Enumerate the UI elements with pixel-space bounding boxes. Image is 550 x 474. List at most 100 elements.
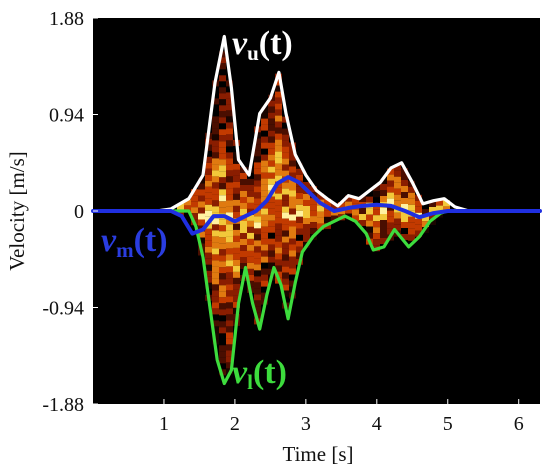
heatmap-cell: [247, 268, 254, 275]
heatmap-cell: [254, 174, 261, 181]
heatmap-cell: [233, 241, 240, 248]
heatmap-cell: [219, 51, 226, 58]
heatmap-cell: [212, 218, 219, 225]
heatmap-cell: [275, 247, 282, 254]
heatmap-cell: [261, 184, 268, 191]
heatmap-cell: [205, 168, 212, 175]
series-line-vm: [91, 175, 542, 236]
heatmap-cell: [226, 212, 233, 219]
heatmap-cell: [275, 103, 282, 110]
heatmap-cell: [219, 321, 226, 328]
heatmap-cell: [282, 224, 289, 231]
heatmap-cell: [261, 136, 268, 143]
heatmap-cell: [226, 278, 233, 285]
heatmap-cell: [261, 274, 268, 281]
heatmap-cell: [303, 236, 310, 242]
heatmap-cell: [275, 115, 282, 122]
heatmap-cell: [401, 234, 408, 240]
heatmap-cell: [289, 166, 296, 173]
heatmap-cell: [212, 242, 219, 249]
heatmap-cell: [226, 98, 233, 105]
heatmap-cell: [205, 204, 212, 211]
heatmap-cell: [254, 264, 261, 271]
heatmap-cell: [212, 194, 219, 201]
heatmap-cell: [205, 222, 212, 229]
heatmap-cell: [212, 224, 219, 231]
heatmap-cell: [268, 136, 275, 143]
heatmap-cell: [422, 209, 429, 216]
heatmap-cell: [247, 250, 254, 257]
heatmap-cell: [268, 130, 275, 137]
heatmap-cell: [219, 225, 226, 232]
heatmap-cell: [366, 196, 373, 203]
heatmap-cell: [226, 110, 233, 117]
heatmap-cell: [212, 128, 219, 135]
heatmap-cell: [261, 232, 268, 239]
heatmap-cell: [268, 202, 275, 209]
heatmap-cell: [261, 250, 268, 257]
heatmap-cell: [282, 290, 289, 297]
heatmap-cell: [254, 156, 261, 163]
heatmap-cell: [219, 285, 226, 292]
heatmap-cell: [275, 211, 282, 218]
heatmap-cell: [289, 268, 296, 275]
heatmap-cell: [226, 308, 233, 315]
heatmap-cell: [408, 222, 415, 229]
heatmap-cell: [401, 192, 408, 198]
heatmap-cell: [219, 189, 226, 196]
heatmap-cell: [184, 199, 191, 206]
heatmap-cell: [373, 191, 380, 198]
heatmap-cell: [247, 238, 254, 245]
heatmap-cell: [380, 196, 387, 202]
heatmap-cell: [254, 162, 261, 169]
heatmap-cell: [240, 245, 247, 251]
heatmap-cell: [226, 170, 233, 177]
heatmap-cell: [268, 244, 275, 251]
heatmap-cell: [352, 197, 359, 204]
heatmap-cell: [219, 273, 226, 280]
heatmap-cell: [226, 350, 233, 357]
heatmap-cell: [275, 91, 282, 98]
heatmap-cell: [212, 254, 219, 261]
heatmap-cell: [289, 250, 296, 257]
heatmap-cell: [422, 221, 429, 228]
heatmap-cell: [303, 182, 310, 188]
heatmap-cell: [212, 200, 219, 207]
heatmap-cell: [289, 202, 296, 209]
heatmap-cell: [275, 235, 282, 242]
heatmap-cell: [429, 219, 436, 225]
heatmap-cell: [254, 288, 261, 295]
heatmap-cell: [226, 224, 233, 231]
heatmap-cell: [254, 198, 261, 205]
heatmap-cell: [282, 218, 289, 225]
heatmap-cell: [226, 326, 233, 333]
heatmap-cell: [324, 210, 331, 217]
heatmap-cell: [205, 246, 212, 253]
heatmap-cell: [282, 272, 289, 279]
heatmap-cell: [240, 227, 247, 233]
heatmap-cell: [282, 248, 289, 255]
heatmap-cell: [408, 216, 415, 223]
heatmap-cell: [408, 204, 415, 211]
heatmap-cell: [289, 238, 296, 245]
heatmap-cell: [275, 169, 282, 176]
heatmap-cell: [261, 106, 268, 113]
heatmap-cell: [275, 217, 282, 224]
heatmap-cell: [226, 338, 233, 345]
heatmap-cell: [268, 196, 275, 203]
heatmap-cell: [408, 234, 415, 241]
heatmap-cell: [191, 201, 198, 208]
heatmap-cell: [408, 228, 415, 235]
heatmap-cell: [373, 215, 380, 222]
heatmap-cell: [338, 202, 345, 209]
heatmap-cell: [282, 194, 289, 201]
heatmap-cell: [226, 332, 233, 339]
heatmap-cell: [275, 127, 282, 134]
heatmap-cell: [261, 142, 268, 149]
heatmap-cell: [247, 232, 254, 239]
heatmap-cell: [219, 75, 226, 82]
heatmap-cell: [254, 246, 261, 253]
heatmap-cell: [205, 264, 212, 271]
heatmap-cell: [212, 98, 219, 105]
heatmap-cell: [310, 186, 317, 193]
